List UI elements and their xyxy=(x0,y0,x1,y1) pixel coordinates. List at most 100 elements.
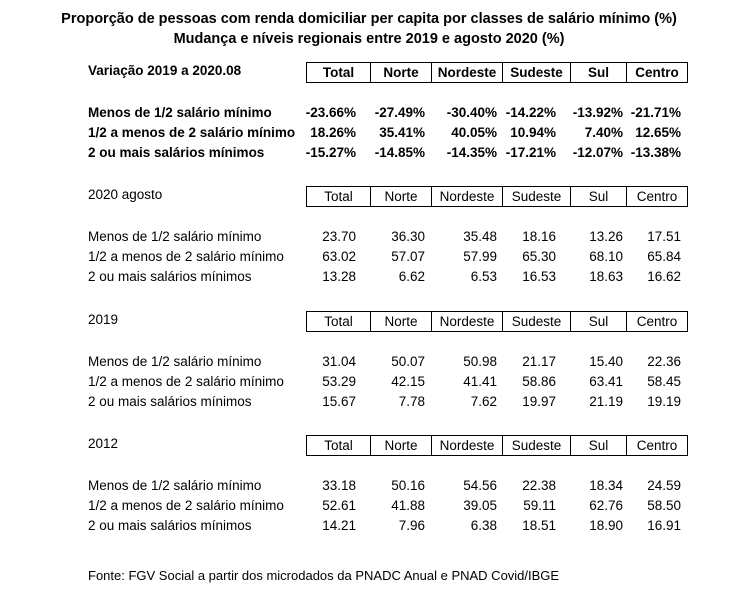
column-header-row: Total Norte Nordeste Sudeste Sul Centro xyxy=(306,435,688,456)
table-cell: 18.90 xyxy=(589,518,623,533)
table-cell: 22.38 xyxy=(522,478,556,493)
section-label: 2012 xyxy=(88,436,119,451)
table-cell: 63.41 xyxy=(589,374,623,389)
table-cell: 18.16 xyxy=(522,229,556,244)
column-header: Sudeste xyxy=(502,187,570,206)
table-cell: 41.88 xyxy=(391,498,425,513)
table-cell: -14.85% xyxy=(374,145,425,160)
table-cell: 50.98 xyxy=(463,354,497,369)
table-cell: 6.38 xyxy=(470,518,497,533)
column-header: Nordeste xyxy=(431,436,502,455)
table-cell: -14.35% xyxy=(446,145,497,160)
row-label: 2 ou mais salários mínimos xyxy=(88,394,252,409)
row-label: 2 ou mais salários mínimos xyxy=(88,269,252,284)
row-label: 1/2 a menos de 2 salário mínimo xyxy=(88,374,284,389)
table-cell: 6.53 xyxy=(470,269,497,284)
table-cell: -12.07% xyxy=(572,145,623,160)
page-subtitle: Mudança e níveis regionais entre 2019 e … xyxy=(173,31,565,47)
row-label: 1/2 a menos de 2 salário mínimo xyxy=(88,249,284,264)
table-cell: 19.97 xyxy=(522,394,556,409)
column-header: Total xyxy=(322,65,355,80)
table-cell: 18.26% xyxy=(310,125,356,140)
table-cell: 13.26 xyxy=(589,229,623,244)
column-header-row: Total Norte Nordeste Sudeste Sul Centro xyxy=(306,62,688,83)
table-cell: 22.36 xyxy=(647,354,681,369)
table-cell: 62.76 xyxy=(589,498,623,513)
table-cell: -13.38% xyxy=(630,145,681,160)
table-cell: 52.61 xyxy=(322,498,356,513)
column-header: Nordeste xyxy=(431,63,502,82)
table-cell: 7.78 xyxy=(398,394,425,409)
table-cell: 57.99 xyxy=(463,249,497,264)
table-cell: 12.65% xyxy=(635,125,681,140)
table-cell: 57.07 xyxy=(391,249,425,264)
column-header: Norte xyxy=(370,436,431,455)
column-header: Norte xyxy=(370,63,431,82)
table-cell: -27.49% xyxy=(374,105,425,120)
row-label: Menos de 1/2 salário mínimo xyxy=(88,105,272,120)
table-cell: 23.70 xyxy=(322,229,356,244)
column-header: Sul xyxy=(570,63,626,82)
table-cell: -14.22% xyxy=(505,105,556,120)
column-header: Norte xyxy=(370,187,431,206)
table-cell: 65.30 xyxy=(522,249,556,264)
table-cell: 53.29 xyxy=(322,374,356,389)
table-cell: 35.41% xyxy=(379,125,425,140)
column-header: Centro xyxy=(626,187,687,206)
row-label: Menos de 1/2 salário mínimo xyxy=(88,354,262,369)
row-label: 2 ou mais salários mínimos xyxy=(88,145,265,160)
section-label: 2020 agosto xyxy=(88,187,163,202)
table-cell: 63.02 xyxy=(322,249,356,264)
row-label: 2 ou mais salários mínimos xyxy=(88,518,252,533)
table-cell: 59.11 xyxy=(523,498,556,513)
table-cell: 54.56 xyxy=(463,478,497,493)
column-header: Total xyxy=(324,438,353,453)
column-header: Centro xyxy=(626,63,687,82)
table-cell: 14.21 xyxy=(322,518,356,533)
table-cell: 40.05% xyxy=(451,125,497,140)
table-cell: 42.15 xyxy=(391,374,425,389)
table-cell: 68.10 xyxy=(589,249,623,264)
column-header: Total xyxy=(324,314,353,329)
table-cell: 15.40 xyxy=(589,354,623,369)
table-cell: 58.45 xyxy=(647,374,681,389)
table-cell: 7.40% xyxy=(584,125,623,140)
table-cell: 24.59 xyxy=(647,478,681,493)
column-header: Sul xyxy=(570,436,626,455)
table-cell: 13.28 xyxy=(322,269,356,284)
column-header: Sudeste xyxy=(502,312,570,331)
section-label: 2019 xyxy=(88,312,119,327)
table-cell: 18.63 xyxy=(589,269,623,284)
table-cell: 36.30 xyxy=(391,229,425,244)
column-header: Norte xyxy=(370,312,431,331)
table-cell: -13.92% xyxy=(572,105,623,120)
column-header: Nordeste xyxy=(431,312,502,331)
table-cell: 7.62 xyxy=(470,394,497,409)
row-label: 1/2 a menos de 2 salário mínimo xyxy=(88,498,284,513)
table-cell: -23.66% xyxy=(305,105,356,120)
column-header: Centro xyxy=(626,436,687,455)
column-header: Total xyxy=(324,189,353,204)
table-cell: 18.51 xyxy=(522,518,556,533)
row-label: Menos de 1/2 salário mínimo xyxy=(88,229,262,244)
table-cell: 21.17 xyxy=(522,354,556,369)
table-cell: 50.16 xyxy=(391,478,425,493)
table-cell: 16.91 xyxy=(647,518,681,533)
table-cell: 50.07 xyxy=(391,354,425,369)
table-cell: 21.19 xyxy=(589,394,623,409)
table-cell: 19.19 xyxy=(647,394,681,409)
column-header: Centro xyxy=(626,312,687,331)
table-cell: 33.18 xyxy=(322,478,356,493)
table-cell: -17.21% xyxy=(505,145,556,160)
table-cell: 35.48 xyxy=(463,229,497,244)
column-header: Nordeste xyxy=(431,187,502,206)
table-cell: 41.41 xyxy=(463,374,497,389)
table-cell: 15.67 xyxy=(322,394,356,409)
table-cell: 17.51 xyxy=(647,229,681,244)
table-cell: 6.62 xyxy=(398,269,425,284)
column-header: Sudeste xyxy=(502,436,570,455)
table-cell: -30.40% xyxy=(446,105,497,120)
column-header: Sul xyxy=(570,187,626,206)
table-cell: 39.05 xyxy=(463,498,497,513)
table-cell: 65.84 xyxy=(647,249,681,264)
